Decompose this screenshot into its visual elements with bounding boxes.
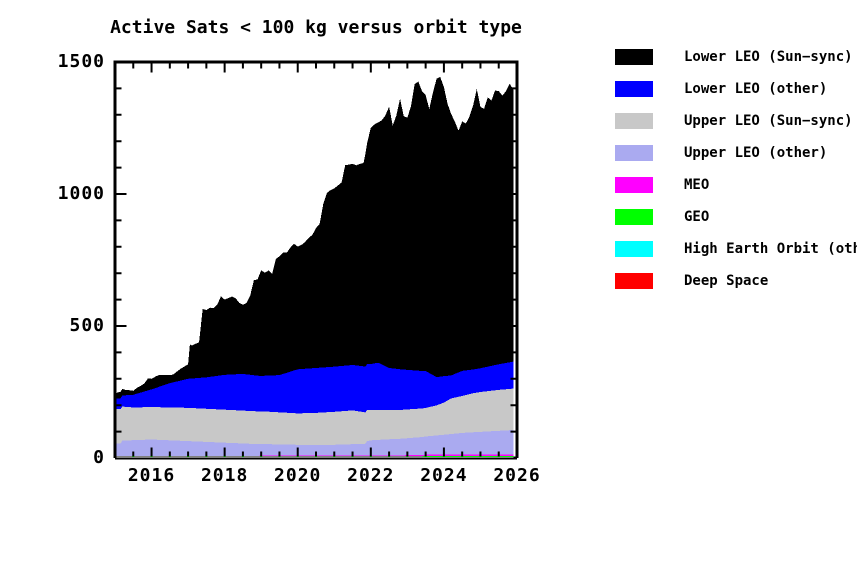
area-series	[115, 77, 514, 458]
legend-swatch	[615, 272, 653, 289]
legend-label: Upper LEO (Sun−sync)	[684, 112, 853, 129]
area-series	[115, 430, 514, 458]
y-tick-label: 0	[93, 447, 105, 468]
legend-label: MEO	[684, 176, 710, 193]
y-tick-label: 500	[69, 315, 105, 336]
legend-item: GEO	[615, 208, 709, 225]
legend-label: Upper LEO (other)	[684, 144, 828, 161]
legend-swatch	[615, 112, 653, 129]
axis-ticks	[116, 63, 516, 457]
legend-swatch	[615, 240, 653, 257]
legend-item: Upper LEO (other)	[615, 144, 827, 161]
legend-item: Lower LEO (Sun−sync)	[615, 48, 853, 65]
legend-item: Lower LEO (other)	[615, 80, 827, 97]
legend-swatch	[615, 144, 653, 161]
legend-item: Deep Space	[615, 272, 768, 289]
x-tick-label: 2022	[347, 465, 395, 486]
legend-label: Lower LEO (other)	[684, 80, 828, 97]
legend-swatch	[615, 48, 653, 65]
y-tick-label: 1500	[57, 51, 105, 72]
legend-swatch	[615, 80, 653, 97]
legend-item: Upper LEO (Sun−sync)	[615, 112, 853, 129]
x-tick-label: 2020	[274, 465, 322, 486]
x-tick-label: 2016	[127, 465, 176, 486]
legend-swatch	[615, 208, 653, 225]
legend-item: MEO	[615, 176, 709, 193]
legend-label: Deep Space	[684, 272, 769, 289]
area-series	[115, 457, 514, 458]
x-tick-label: 2026	[493, 465, 541, 486]
chart-title: Active Sats < 100 kg versus orbit type	[110, 17, 522, 38]
plot-area	[113, 60, 519, 460]
legend-item: High Earth Orbit (other)	[615, 240, 857, 257]
legend-label: GEO	[684, 208, 710, 225]
x-tick-label: 2024	[420, 465, 468, 486]
legend-label: High Earth Orbit (other)	[684, 240, 857, 257]
legend-swatch	[615, 176, 653, 193]
y-tick-label: 1000	[57, 183, 105, 204]
legend-label: Lower LEO (Sun−sync)	[684, 48, 853, 65]
x-tick-label: 2018	[200, 465, 249, 486]
